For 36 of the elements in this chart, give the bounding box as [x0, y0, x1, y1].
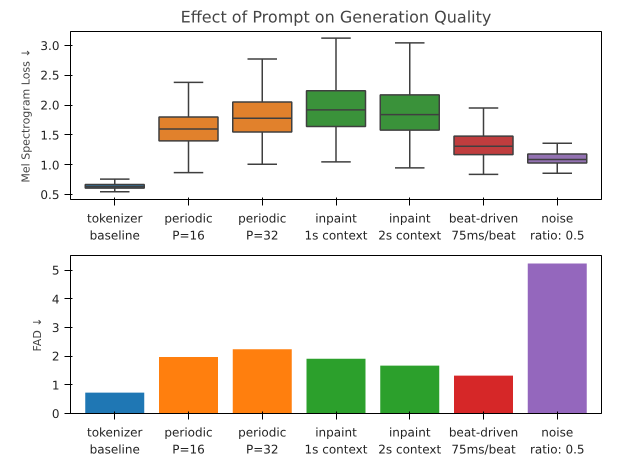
x-tick-label: inpaint 1s context [304, 212, 368, 242]
y-tick-label: 3.0 [40, 38, 60, 53]
x-tick-label: periodic P=32 [238, 426, 286, 456]
x-tick-label: inpaint 1s context [304, 426, 368, 456]
y-tick-label: 1.0 [40, 158, 60, 172]
x-tick-label: periodic P=16 [164, 426, 213, 456]
x-tick-label: noise ratio: 0.5 [530, 426, 585, 456]
x-tick-label: inpaint 2s context [378, 212, 442, 242]
x-tick-label: periodic P=16 [164, 212, 213, 242]
y-tick-label: 4 [52, 292, 60, 306]
bar [454, 376, 513, 414]
bar [528, 264, 587, 414]
y-tick-label: 2.0 [40, 98, 60, 113]
bar [232, 349, 292, 414]
x-tick-label: beat-driven 75ms/beat [448, 426, 518, 456]
y-tick-label: 0 [52, 407, 60, 421]
x-tick-label: beat-driven 75ms/beat [448, 212, 518, 242]
x-tick-label: noise ratio: 0.5 [530, 212, 585, 242]
x-tick-label: inpaint 2s context [378, 426, 442, 456]
y-axis-title: FAD ↓ [30, 317, 44, 352]
bar [85, 392, 144, 414]
y-tick-label: 2.5 [40, 68, 60, 83]
bar [306, 358, 366, 414]
y-tick-label: 1 [52, 378, 60, 392]
x-tick-label: periodic P=32 [238, 212, 286, 242]
chart-title: Effect of Prompt on Generation Quality [180, 8, 492, 26]
y-tick-label: 5 [52, 264, 60, 278]
y-tick-label: 0.5 [40, 188, 60, 202]
x-tick-label: tokenizer baseline [86, 212, 143, 242]
y-axis-title: Mel Spectrogram Loss ↓ [19, 48, 32, 183]
bar [380, 366, 440, 414]
bar [159, 357, 218, 414]
x-tick-label: tokenizer baseline [86, 426, 143, 456]
y-tick-label: 3 [52, 320, 60, 335]
y-tick-label: 1.5 [40, 128, 60, 142]
y-tick-label: 2 [52, 350, 60, 364]
